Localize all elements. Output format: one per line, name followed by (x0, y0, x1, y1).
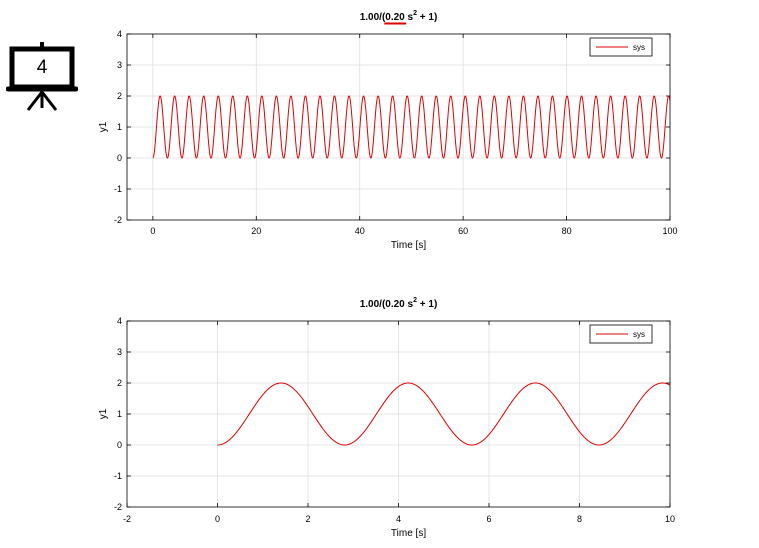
y-tick-label: 2 (117, 378, 122, 388)
slide-number: 4 (36, 57, 48, 78)
legend-label: sys (633, 43, 645, 52)
y-tick-label: 2 (117, 91, 122, 101)
y-tick-label: 3 (117, 60, 122, 70)
y-tick-label: 4 (117, 316, 122, 326)
series-line-sys (152, 95, 671, 159)
title-exponent: 2 (413, 10, 417, 17)
x-tick-label: 20 (251, 226, 261, 236)
chart-bottom: -2 0 2 4 6 8 10 -2 -1 0 1 2 3 4 sys Time [s] y1 1.00/(0.2… (98, 297, 675, 539)
x-tick-label: 60 (458, 226, 468, 236)
title-variable: s (405, 12, 414, 23)
title-suffix: + 1) (417, 299, 437, 310)
y-axis-label: y1 (98, 408, 109, 419)
x-tick-label: 10 (665, 514, 675, 524)
y-tick-label: -2 (114, 502, 122, 512)
legend: sys (589, 324, 653, 344)
chart-top: 0 20 40 60 80 100 -2 -1 0 1 2 3 4 sys Time [s] y1 1.00/(… (98, 10, 678, 251)
x-tick-label: -2 (123, 514, 131, 524)
plot-frame (126, 320, 671, 508)
x-tick-label: 0 (215, 514, 220, 524)
series-line-sys (217, 382, 671, 446)
y-tick-label: 0 (117, 153, 122, 163)
x-axis-label: Time [s] (391, 240, 426, 251)
x-tick-label: 0 (150, 226, 155, 236)
x-tick-label: 2 (305, 514, 310, 524)
slide-badge[interactable]: 4 (5, 40, 79, 114)
x-axis-label: Time [s] (391, 528, 426, 539)
y-tick-label: 1 (117, 122, 122, 132)
y-tick-label: 0 (117, 440, 122, 450)
y-tick-label: 1 (117, 409, 122, 419)
x-tick-label: 6 (486, 514, 491, 524)
y-tick-label: 4 (117, 29, 122, 39)
title-prefix: 1.00/( (360, 12, 386, 23)
y-tick-label: 3 (117, 347, 122, 357)
y-tick-label: -1 (114, 184, 122, 194)
y-tick-label: -2 (114, 215, 122, 225)
x-tick-label: 100 (662, 226, 677, 236)
legend-label: sys (633, 330, 645, 339)
title-coefficient: 0.20 (385, 299, 405, 310)
plot-frame (126, 33, 671, 221)
title-variable: s (405, 299, 414, 310)
y-axis-label: y1 (98, 121, 109, 132)
legend: sys (589, 37, 653, 57)
y-tick-label: -1 (114, 471, 122, 481)
title-exponent: 2 (413, 297, 417, 304)
chart-title: 1.00/(0.20 s2 + 1) (360, 297, 438, 310)
x-tick-label: 40 (355, 226, 365, 236)
title-suffix: + 1) (417, 12, 437, 23)
x-tick-label: 80 (562, 226, 572, 236)
chart-title: 1.00/(0.20 s2 + 1) (360, 10, 438, 23)
presentation-board-icon (5, 42, 79, 111)
x-tick-label: 4 (396, 514, 401, 524)
title-coefficient: 0.20 (385, 12, 405, 23)
title-prefix: 1.00/( (360, 299, 386, 310)
x-tick-label: 8 (577, 514, 582, 524)
